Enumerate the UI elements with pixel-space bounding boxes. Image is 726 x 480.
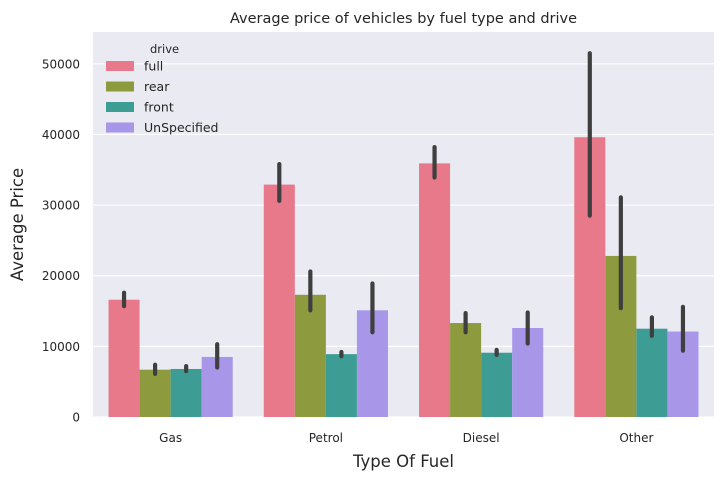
legend-swatch-rear xyxy=(106,81,134,92)
y-tick-label: 20000 xyxy=(42,269,80,283)
bar-front-gas xyxy=(170,368,202,417)
y-axis-ticks: 0 10000 20000 30000 40000 50000 xyxy=(42,57,80,424)
x-axis-ticks: Gas Petrol Diesel Other xyxy=(159,431,653,445)
bar-front-petrol xyxy=(325,354,357,417)
legend-label-rear: rear xyxy=(144,79,170,94)
x-tick-label: Other xyxy=(619,431,653,445)
bars xyxy=(108,137,699,417)
y-tick-label: 0 xyxy=(72,411,80,425)
bar-full-petrol xyxy=(263,184,295,417)
bar-front-other xyxy=(636,328,668,417)
bar-full-gas xyxy=(108,299,140,417)
chart-title: Average price of vehicles by fuel type a… xyxy=(230,11,577,27)
y-axis-label: Average Price xyxy=(8,168,27,281)
bar-rear-petrol xyxy=(294,294,326,417)
x-tick-label: Petrol xyxy=(309,431,343,445)
legend-label-full: full xyxy=(144,59,163,74)
bar-full-diesel xyxy=(419,163,451,417)
legend: drive full rear front UnSpecified xyxy=(106,42,218,135)
y-tick-label: 10000 xyxy=(42,340,80,354)
y-tick-label: 50000 xyxy=(42,57,80,71)
y-tick-label: 40000 xyxy=(42,128,80,142)
x-tick-label: Diesel xyxy=(463,431,500,445)
error-bars xyxy=(121,51,686,377)
x-axis-label: Type Of Fuel xyxy=(352,452,454,471)
legend-swatch-full xyxy=(106,61,134,71)
bar-front-diesel xyxy=(481,352,513,417)
y-tick-label: 30000 xyxy=(42,199,80,213)
legend-swatch-front xyxy=(106,102,134,112)
x-tick-label: Gas xyxy=(159,431,182,445)
legend-label-front: front xyxy=(144,100,174,115)
bar-rear-gas xyxy=(139,369,171,417)
bar-rear-diesel xyxy=(450,323,482,417)
legend-title: drive xyxy=(150,42,179,56)
legend-label-unspecified: UnSpecified xyxy=(144,120,218,135)
legend-swatch-unspecified xyxy=(106,122,134,133)
